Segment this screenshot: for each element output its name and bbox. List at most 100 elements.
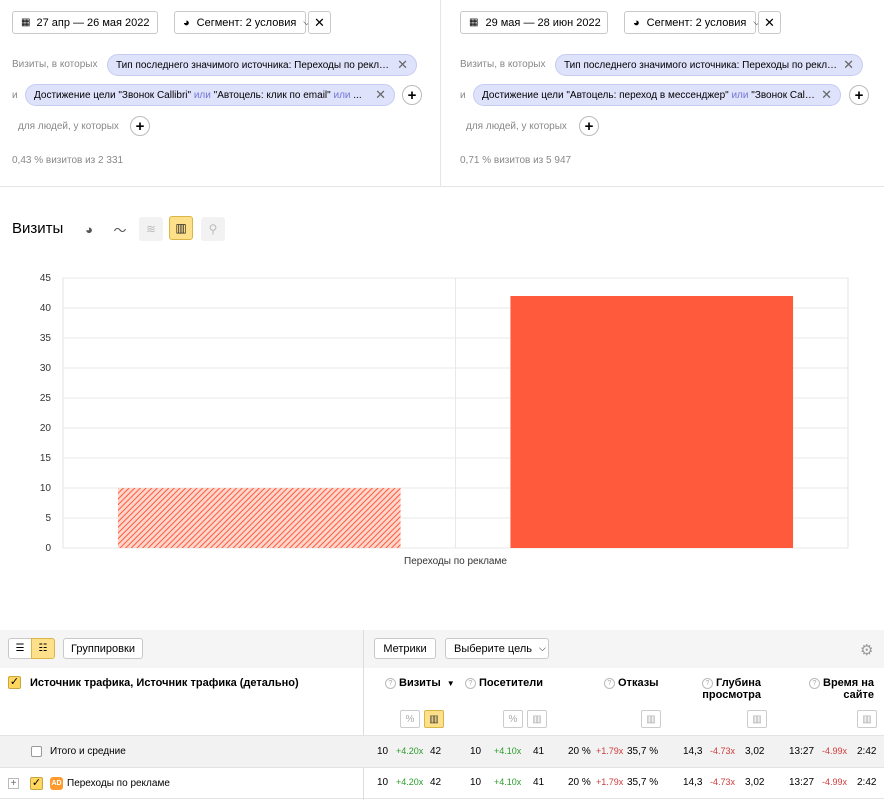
date-range-button-right[interactable]: ▦ 29 мая — 28 июн 2022 [460,11,608,34]
bar-chart-icon: ▥ [175,221,187,235]
column-header-time[interactable]: ? Время на сайте [809,677,874,701]
y-tick-label: 10 [40,483,52,494]
bar-mode-button[interactable]: ▥ [747,710,767,728]
tree-icon: ☷ [38,643,48,654]
row-label: Итого и средние [50,746,126,757]
chart-title: Визиты [12,220,64,237]
bar-mode-button[interactable]: ▥ [424,710,444,728]
bar-series-1[interactable] [117,488,401,548]
bar-chart-type-button[interactable]: ▥ [169,216,193,240]
map-pin-icon: ⚲ [208,222,218,236]
pie-chart-icon: ◕ [633,16,640,29]
pie-chart-icon: ◕ [183,16,190,29]
list-icon: ☰ [15,643,25,654]
condition-chip-goals[interactable]: Достижение цели "Звонок Callibri" или "А… [25,84,395,106]
pie-chart-type-button[interactable]: ◕ [77,217,101,241]
column-header-bounce[interactable]: ? Отказы [604,677,659,689]
column-header-visitors[interactable]: ? Посетители [465,677,543,689]
clear-segment-button-right[interactable]: ✕ [758,11,781,34]
close-icon: ✕ [764,14,775,30]
condition-chip-source[interactable]: Тип последнего значимого источника: Пере… [107,54,417,76]
remove-icon[interactable]: ✕ [821,87,832,102]
people-label: для людей, у которых [18,121,119,132]
segment-select-right[interactable]: ◕ Сегмент: 2 условия ⌵ [624,11,760,34]
bar-chart-icon: ▥ [862,713,872,725]
chevron-down-icon: ⌵ [753,17,761,27]
add-people-condition-button[interactable]: + [579,116,599,136]
add-people-condition-button[interactable]: + [130,116,150,136]
visits-label: Визиты, в которых [460,59,546,70]
y-tick-label: 40 [40,303,52,314]
remove-icon[interactable]: ✕ [397,57,408,72]
y-tick-label: 0 [45,543,51,554]
bar-series-2[interactable] [510,296,794,548]
header-divider [0,186,884,187]
dimension-checkbox[interactable]: ✓ [8,676,21,689]
column-header-visits[interactable]: ? Визиты ▼ [385,677,455,689]
close-icon: ✕ [314,14,325,30]
y-tick-label: 25 [40,393,52,404]
bar-mode-button[interactable]: ▥ [527,710,547,728]
date-range-button-left[interactable]: ▦ 27 апр — 26 мая 2022 [12,11,158,34]
clear-segment-button-left[interactable]: ✕ [308,11,331,34]
add-condition-button[interactable]: + [402,85,422,105]
percent-mode-button[interactable]: % [400,710,420,728]
chevron-down-icon: ⌵ [538,643,546,653]
row-label[interactable]: Переходы по рекламе [67,778,170,789]
line-chart-icon: 〜 [113,222,127,238]
bar-chart-icon: ▥ [532,713,542,725]
list-view-button[interactable]: ☰ [8,638,32,659]
table-row-totals [0,735,884,768]
table-toolbar [0,630,884,668]
tree-view-button[interactable]: ☷ [31,638,55,659]
expand-row-button[interactable]: + [8,778,19,789]
table-row-bottom [0,798,884,799]
percent-mode-button[interactable]: % [503,710,523,728]
remove-icon[interactable]: ✕ [375,87,386,102]
help-icon[interactable]: ? [809,677,820,689]
area-chart-type-button[interactable]: ≋ [139,217,163,241]
map-chart-type-button[interactable]: ⚲ [201,217,225,241]
y-tick-label: 30 [40,363,52,374]
groupings-button[interactable]: Группировки [63,638,143,659]
visits-bar-chart: 0 5 10 15 20 25 30 35 40 45 Переходы по рекламе [40,273,849,567]
segment-summary: 0,43 % визитов из 2 331 [12,155,124,166]
row-checkbox[interactable] [31,746,42,757]
area-chart-icon: ≋ [145,222,157,236]
line-chart-type-button[interactable]: 〜 [108,217,132,241]
help-icon[interactable]: ? [604,677,615,689]
condition-chip-source[interactable]: Тип последнего значимого источника: Пере… [555,54,863,76]
segment-summary: 0,71 % визитов из 5 947 [460,155,572,166]
bar-chart-icon: ▥ [429,713,439,725]
settings-icon[interactable]: ⚙ [860,642,874,659]
add-condition-button[interactable]: + [849,85,869,105]
remove-icon[interactable]: ✕ [843,57,854,72]
condition-chip-goals[interactable]: Достижение цели "Автоцель: переход в мес… [473,84,841,106]
visits-label: Визиты, в которых [12,59,98,70]
help-icon[interactable]: ? [702,677,713,689]
people-label: для людей, у которых [466,121,567,132]
help-icon[interactable]: ? [465,677,476,689]
and-label: и [460,90,466,101]
y-tick-label: 15 [40,453,52,464]
row-checkbox[interactable]: ✓ [30,777,43,790]
bar-mode-button[interactable]: ▥ [641,710,661,728]
help-icon[interactable]: ? [385,677,396,689]
calendar-icon: ▦ [21,17,31,28]
y-tick-label: 20 [40,423,52,434]
bar-mode-button[interactable]: ▥ [857,710,877,728]
dimension-header[interactable]: Источник трафика, Источник трафика (дета… [30,677,299,689]
calendar-icon: ▦ [469,17,479,28]
metrics-button[interactable]: Метрики [374,638,436,659]
column-header-depth[interactable]: ? Глубина просмотра [702,677,761,701]
goal-select[interactable]: Выберите цель ⌵ [445,638,549,659]
x-tick-label: Переходы по рекламе [404,556,507,567]
chevron-down-icon: ⌵ [303,17,311,27]
and-label: и [12,90,18,101]
segment-select-left[interactable]: ◕ Сегмент: 2 условия ⌵ [174,11,310,34]
table-column-divider [363,630,364,800]
table-row-divider [0,767,884,768]
pie-chart-icon: ◕ [85,221,93,237]
bar-chart-icon: ▥ [752,713,762,725]
y-tick-label: 45 [40,273,52,284]
